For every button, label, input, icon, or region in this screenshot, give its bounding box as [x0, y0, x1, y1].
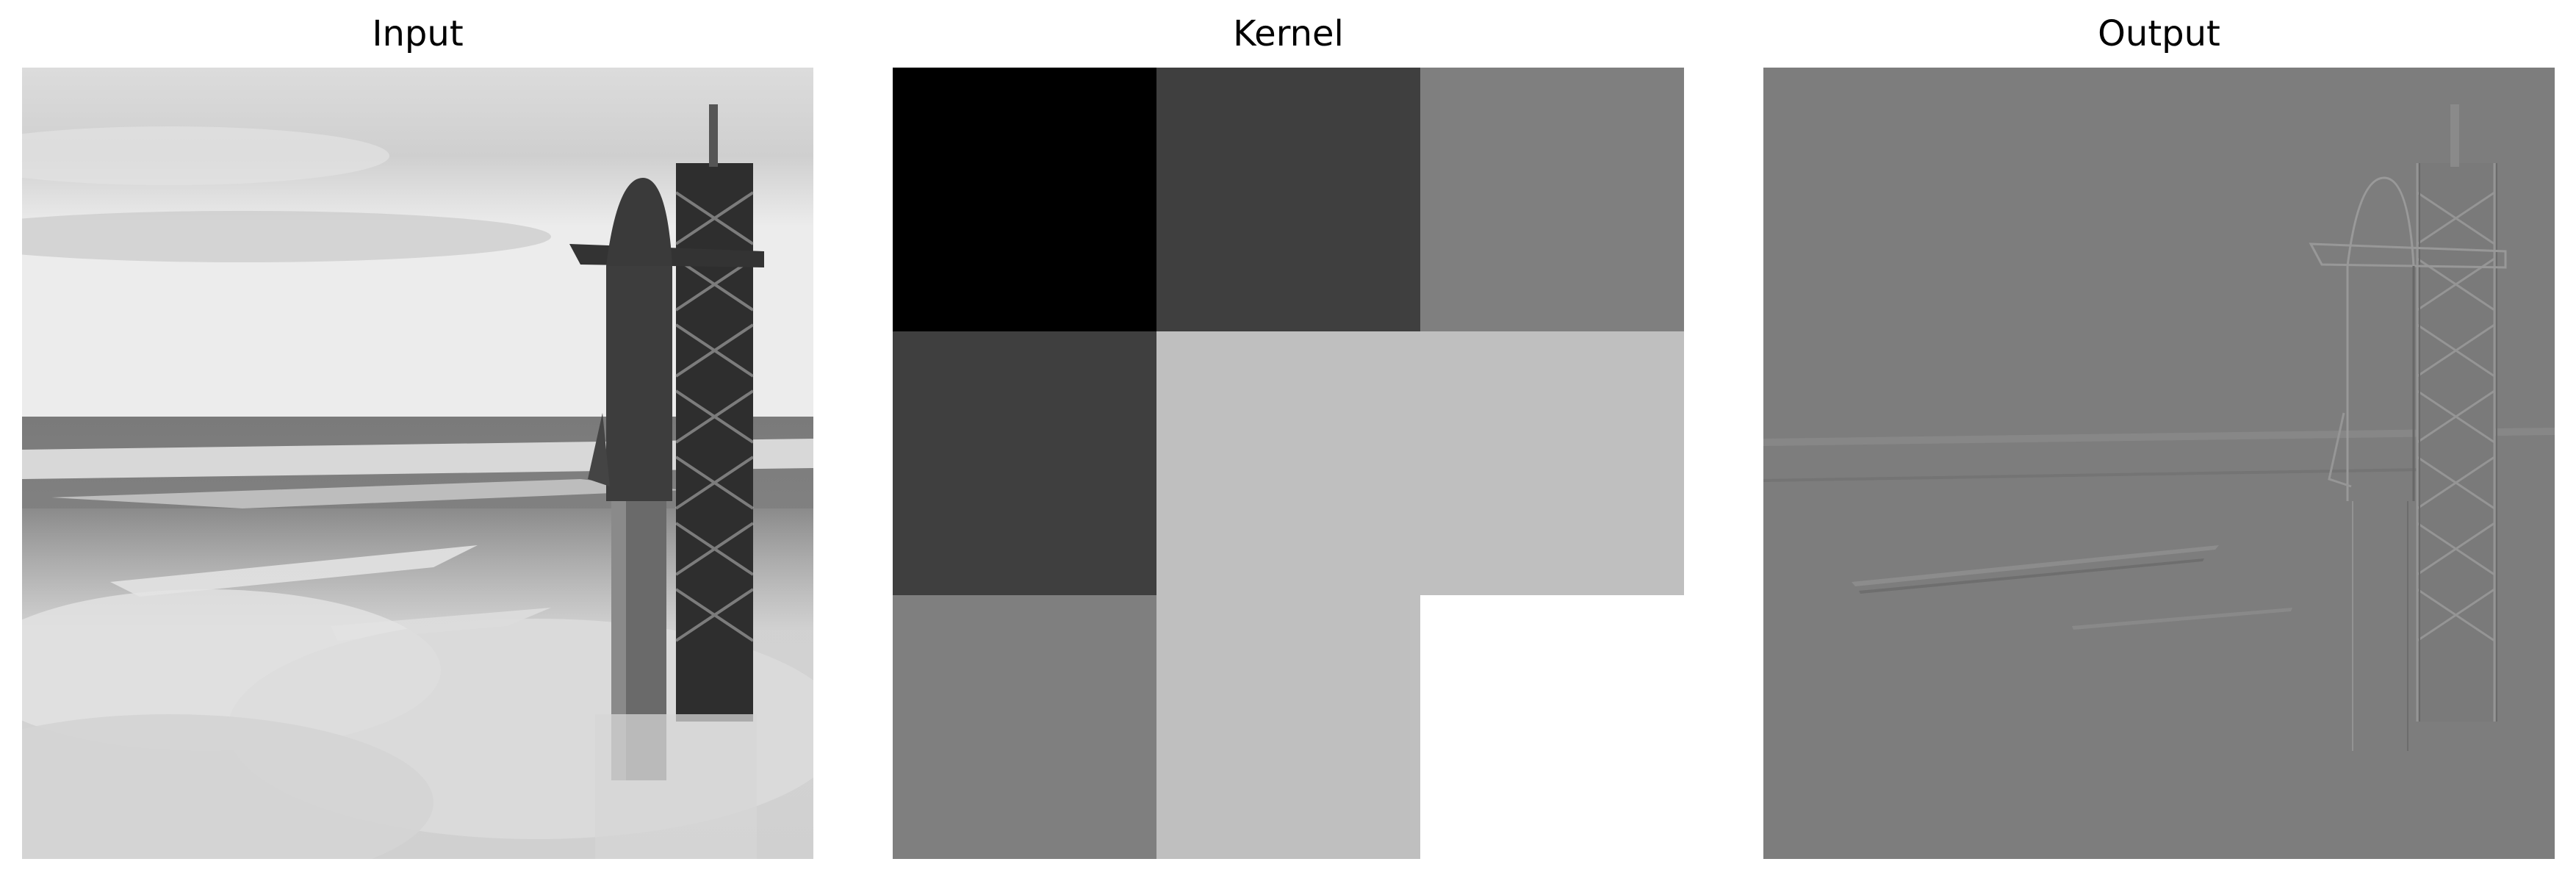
kernel-cell — [1156, 595, 1420, 859]
output-image — [1763, 68, 2555, 859]
kernel-cell — [1156, 331, 1420, 595]
output-title: Output — [2098, 13, 2220, 54]
kernel-cell — [893, 595, 1156, 859]
input-image — [22, 68, 813, 859]
output-edge-scene — [1763, 68, 2555, 859]
input-rocket-scene — [22, 68, 813, 859]
kernel-image — [893, 68, 1684, 859]
kernel-grid — [893, 68, 1684, 859]
kernel-cell — [1420, 595, 1684, 859]
kernel-cell — [893, 68, 1156, 331]
kernel-cell — [1420, 331, 1684, 595]
kernel-title: Kernel — [1233, 13, 1344, 54]
kernel-cell — [1156, 68, 1420, 331]
kernel-cell — [893, 331, 1156, 595]
input-title: Input — [372, 13, 464, 54]
kernel-cell — [1420, 68, 1684, 331]
